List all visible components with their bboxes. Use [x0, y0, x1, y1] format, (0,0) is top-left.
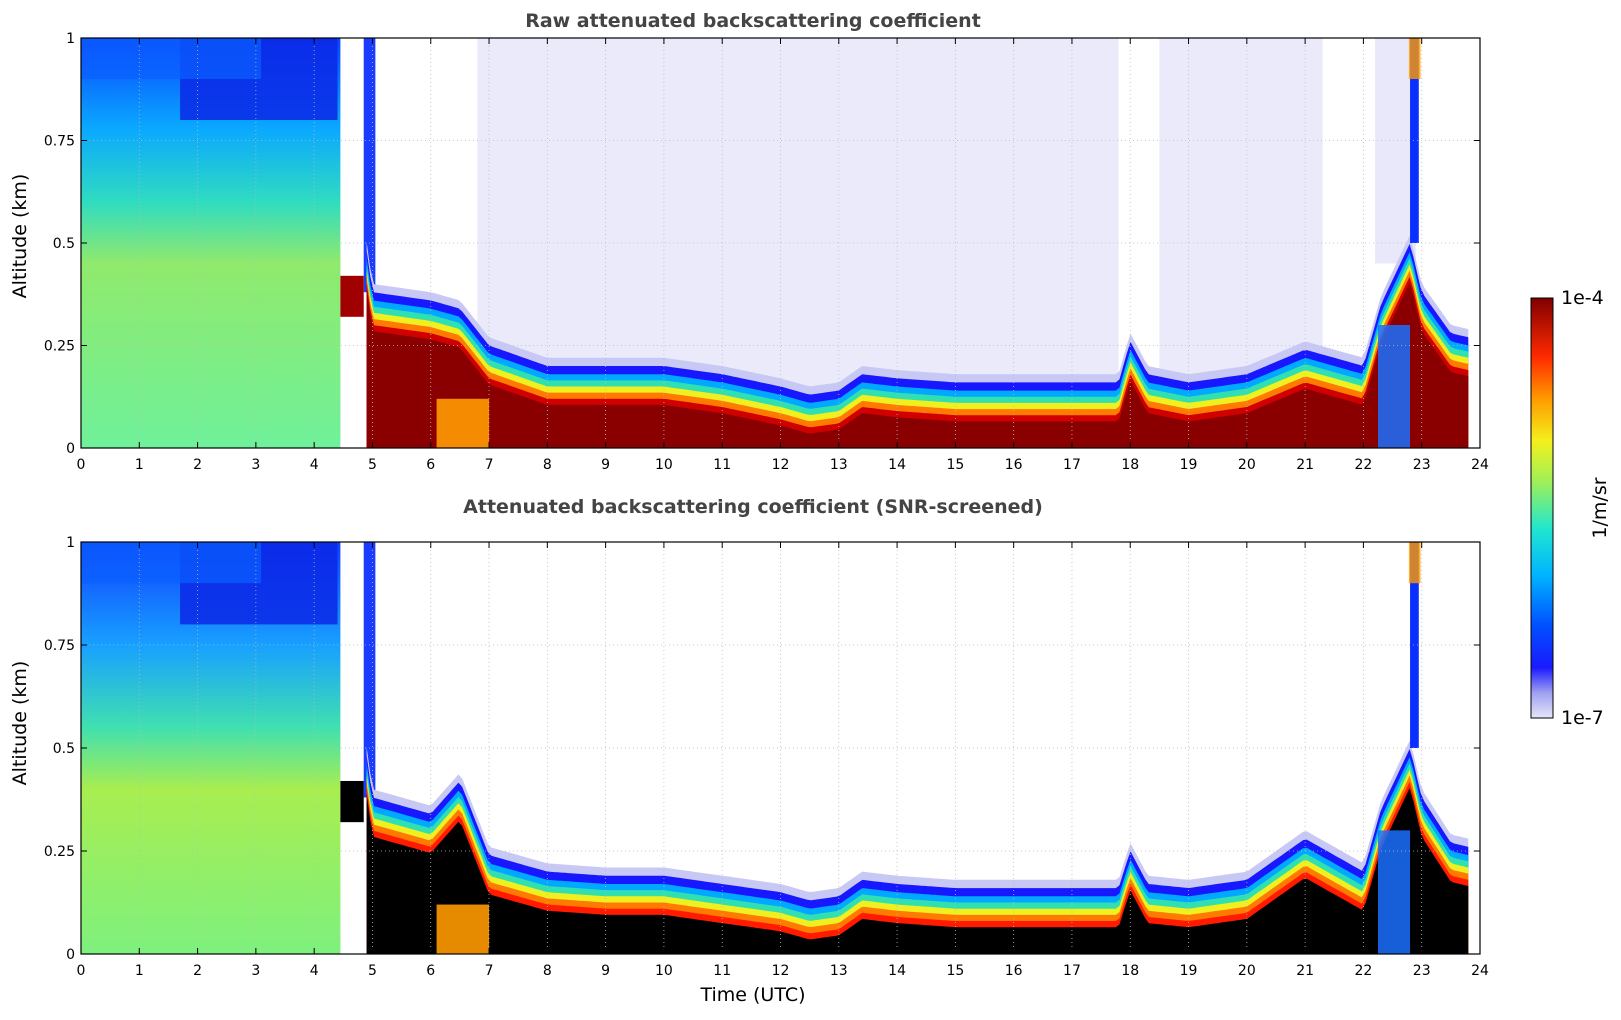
y-tick-label: 1	[66, 535, 75, 551]
grid-raw	[81, 38, 1480, 448]
y-tick-label: 0	[66, 947, 75, 963]
late-cloud	[1377, 325, 1411, 448]
x-tick-label: 11	[713, 457, 731, 473]
x-tick-label: 4	[310, 457, 319, 473]
x-tick-label: 23	[1413, 963, 1431, 979]
x-tick-label: 11	[713, 963, 731, 979]
x-tick-label: 9	[601, 963, 610, 979]
x-tick-label: 14	[888, 963, 906, 979]
x-tick-label: 8	[543, 457, 552, 473]
x-tick-label: 3	[251, 457, 260, 473]
x-tick-label: 20	[1238, 963, 1256, 979]
x-tick-label: 10	[655, 963, 673, 979]
x-tick-label: 10	[655, 457, 673, 473]
late-cloud-spike	[1410, 38, 1419, 243]
panel-screened: Attenuated backscattering coefficient (S…	[9, 496, 1489, 1006]
x-tick-label: 24	[1471, 963, 1489, 979]
x-tick-label: 9	[601, 457, 610, 473]
x-tick-label: 2	[193, 457, 202, 473]
y-tick-label: 0.75	[44, 134, 75, 150]
x-tick-label: 13	[830, 963, 848, 979]
x-tick-label: 24	[1471, 457, 1489, 473]
x-tick-label: 22	[1355, 457, 1373, 473]
x-tick-label: 17	[1063, 963, 1081, 979]
x-tick-label: 15	[946, 963, 964, 979]
x-tick-label: 1	[135, 963, 144, 979]
x-tick-label: 1	[135, 457, 144, 473]
late-cloud	[1377, 830, 1411, 954]
x-tick-label: 8	[543, 963, 552, 979]
colorbar: 1e-4 1e-7 1/m/sr	[1530, 287, 1611, 729]
x-tick-label: 0	[77, 457, 86, 473]
late-cloud-spike	[1410, 542, 1419, 748]
x-tick-label: 19	[1180, 457, 1198, 473]
y-axis-label-raw: Altitude (km)	[9, 174, 31, 299]
x-tick-label: 6	[426, 963, 435, 979]
x-tick-label: 6	[426, 457, 435, 473]
chart-title-screened: Attenuated backscattering coefficient (S…	[463, 496, 1043, 518]
colorbar-min-label: 1e-7	[1561, 707, 1604, 729]
y-tick-label: 0.5	[53, 236, 75, 252]
chart-title-raw: Raw attenuated backscattering coefficien…	[525, 10, 981, 32]
cloud-spike	[363, 542, 376, 798]
cloud-core	[340, 780, 364, 823]
boundary-layer-band	[366, 781, 1469, 954]
x-tick-label: 7	[485, 963, 494, 979]
late-cloud-spike-top	[1408, 38, 1421, 79]
x-tick-label: 22	[1355, 963, 1373, 979]
x-tick-label: 12	[772, 457, 790, 473]
cloud-core	[340, 275, 364, 317]
x-tick-label: 16	[1005, 963, 1023, 979]
boundary-layer-band	[366, 282, 1469, 448]
colorbar-max-label: 1e-4	[1561, 287, 1604, 309]
x-ticks-raw: 0 1 2 3 4 5 6 7 8 9 10 11 12 13 14 15 16 17 18 19 20 21 22 23 24	[77, 38, 1489, 473]
fog-top	[81, 38, 262, 79]
x-ticks-screened: 0 1 2 3 4 5 6 7 8 9 10 11 12 13 14 15 16 17 18 19 20 21 22 23 24	[77, 542, 1489, 979]
y-tick-label: 1	[66, 31, 75, 47]
x-tick-label: 0	[77, 963, 86, 979]
x-tick-label: 18	[1121, 963, 1139, 979]
late-cloud-spike-top	[1408, 542, 1421, 584]
x-tick-label: 17	[1063, 457, 1081, 473]
y-ticks-screened: 0 0.25 0.5 0.75 1	[44, 535, 1480, 963]
y-tick-label: 0.25	[44, 844, 75, 860]
x-tick-label: 14	[888, 457, 906, 473]
x-tick-label: 23	[1413, 457, 1431, 473]
heatmap-screened	[81, 542, 1480, 954]
x-tick-label: 20	[1238, 457, 1256, 473]
y-tick-label: 0.5	[53, 741, 75, 757]
x-tick-label: 16	[1005, 457, 1023, 473]
x-tick-label: 18	[1121, 457, 1139, 473]
colorbar-ramp	[1530, 297, 1554, 719]
x-tick-label: 2	[193, 963, 202, 979]
x-tick-label: 19	[1180, 963, 1198, 979]
fog-top	[81, 542, 262, 584]
x-tick-label: 21	[1296, 457, 1314, 473]
x-axis-label: Time (UTC)	[699, 984, 805, 1006]
x-tick-label: 5	[368, 457, 377, 473]
y-tick-label: 0.25	[44, 339, 75, 355]
y-tick-label: 0	[66, 441, 75, 457]
colorbar-unit-label: 1/m/sr	[1589, 477, 1611, 538]
y-tick-label: 0.75	[44, 638, 75, 654]
panel-raw: Raw attenuated backscattering coefficien…	[9, 10, 1489, 473]
surface-layer	[436, 904, 490, 954]
y-ticks-raw: 0 0.25 0.5 0.75 1	[44, 31, 1480, 457]
surface-layer	[436, 398, 490, 448]
x-tick-label: 21	[1296, 963, 1314, 979]
grid-screened	[81, 542, 1480, 954]
x-tick-label: 13	[830, 457, 848, 473]
x-tick-label: 12	[772, 963, 790, 979]
x-tick-label: 3	[251, 963, 260, 979]
x-tick-label: 5	[368, 963, 377, 979]
cloud-spike	[363, 38, 376, 293]
x-tick-label: 4	[310, 963, 319, 979]
x-tick-label: 15	[946, 457, 964, 473]
y-axis-label-screened: Altitude (km)	[9, 661, 31, 786]
x-tick-label: 7	[485, 457, 494, 473]
